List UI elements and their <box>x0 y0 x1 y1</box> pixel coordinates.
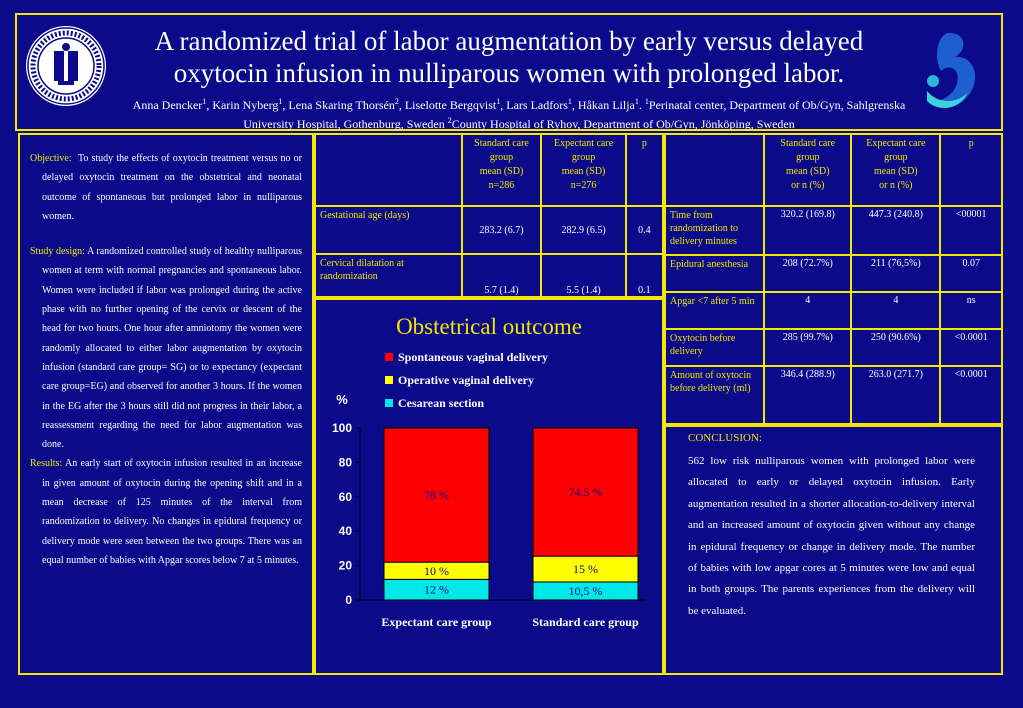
table-row: Time from randomization to delivery minu… <box>663 205 1003 256</box>
table-cell: <0.0001 <box>939 365 1003 425</box>
table-corner <box>663 133 766 207</box>
data-label: 10 % <box>424 564 449 578</box>
row-label: Epidural anesthesia <box>663 254 766 293</box>
row-label: Amount of oxytocin before delivery (ml) <box>663 365 766 425</box>
table-cell: <00001 <box>939 205 1003 256</box>
table-row: Oxytocin before delivery 285 (99.7%) 250… <box>663 328 1003 367</box>
outcome-table: Standard care group mean (SD) or n (%) Exp… <box>663 133 1003 425</box>
bar-segment <box>532 427 639 557</box>
table-cell: 0.4 <box>624 205 665 255</box>
legend-swatch <box>385 376 393 384</box>
row-label: Time from randomization to delivery minu… <box>663 205 766 256</box>
row-label: Gestational age (days) <box>314 205 463 255</box>
table-cell: 346.4 (288.9) <box>763 365 853 425</box>
data-label: 15 % <box>573 562 598 576</box>
author-list: Anna Dencker1, Karin Nyberg1, Lena Skari… <box>132 97 906 131</box>
study-design-text: A randomized controlled study of healthy… <box>42 246 303 451</box>
table-row: Amount of oxytocin before delivery (ml) … <box>663 365 1003 425</box>
table-cell: 0.1 <box>624 253 665 300</box>
table-row: Gestational age (days) 283.2 (6.7) 282.9… <box>314 205 665 255</box>
results-text: An early start of oxytocin infusion resu… <box>42 458 302 566</box>
row-label: Apgar <7 after 5 min <box>663 291 766 330</box>
table-cell: 5.7 (1.4) <box>460 253 543 300</box>
bar-segment <box>532 555 639 583</box>
y-tick-label: 40 <box>339 524 353 538</box>
table-cell: 5.5 (1.4) <box>540 253 627 300</box>
table-cell: 4 <box>763 291 853 330</box>
row-label: Cervical dilatation at randomization <box>314 253 463 300</box>
table-cell: 211 (76,5%) <box>850 254 942 293</box>
table-cell: 285 (99.7%) <box>763 328 853 367</box>
table-header-row: Standard care group mean (SD) n=286 Expect… <box>314 133 665 207</box>
mother-child-logo-icon <box>927 32 976 108</box>
conclusion-panel: CONCLUSION: 562 low risk nulliparous wom… <box>664 425 1003 675</box>
category-label: Standard care group <box>532 615 639 629</box>
baseline-table: Standard care group mean (SD) n=286 Expect… <box>314 133 665 300</box>
data-label: 10,5 % <box>569 584 603 598</box>
table-cell: <0.0001 <box>939 328 1003 367</box>
bar-segment <box>383 427 490 563</box>
y-tick-label: 80 <box>339 455 353 469</box>
legend-swatch <box>385 353 393 361</box>
table-row: Epidural anesthesia 208 (72.7%) 211 (76,… <box>663 254 1003 293</box>
objective-section: Objective: To study the effects of oxyto… <box>30 149 302 226</box>
abstract-panel: Objective: To study the effects of oxyto… <box>18 133 314 675</box>
study-design-section: Study design: A randomized controlled st… <box>30 242 302 454</box>
y-axis-label: % <box>336 392 348 407</box>
table-cell: 282.9 (6.5) <box>540 205 627 255</box>
poster-title: A randomized trial of labor augmentation… <box>154 26 864 88</box>
table-cell: 250 (90.6%) <box>850 328 942 367</box>
study-design-label: Study design: <box>30 246 85 258</box>
table-row: Cervical dilatation at randomization 5.7… <box>314 253 665 300</box>
conclusion-title: CONCLUSION: <box>688 432 762 444</box>
chart-title: Obstetrical outcome <box>396 314 582 339</box>
data-label: 74,5 % <box>569 485 603 499</box>
legend-label: Operative vaginal delivery <box>398 373 534 387</box>
table-cell: 320.2 (169.8) <box>763 205 853 256</box>
chart-panel: Obstetrical outcome Spontaneous vaginal d… <box>314 296 664 675</box>
table-cell: 447.3 (240.8) <box>850 205 942 256</box>
results-section: Results: An early start of oxytocin infu… <box>30 454 302 570</box>
y-tick-label: 60 <box>339 490 353 504</box>
university-seal-icon <box>26 26 106 106</box>
y-tick-label: 100 <box>332 421 352 435</box>
table-cell: 4 <box>850 291 942 330</box>
obstetrical-outcome-chart: Obstetrical outcome Spontaneous vaginal d… <box>332 314 646 629</box>
y-tick-label: 20 <box>339 559 353 573</box>
data-label: 12 % <box>424 583 449 597</box>
col-standard-care: Standard care group mean (SD) n=286 <box>460 133 543 207</box>
conclusion-text: 562 low risk nulliparous women with prol… <box>688 455 975 617</box>
table-row: Apgar <7 after 5 min 4 4 ns <box>663 291 1003 330</box>
table-cell: 283.2 (6.7) <box>460 205 543 255</box>
table-corner <box>314 133 463 207</box>
y-tick-label: 0 <box>345 593 352 607</box>
table-cell: 0.07 <box>939 254 1003 293</box>
table-cell: 208 (72.7%) <box>763 254 853 293</box>
objective-text: To study the effects of oxytocin treatme… <box>42 153 302 222</box>
col-expectant-care: Expectant care group mean (SD) or n (%) <box>850 133 942 207</box>
legend-label: Spontaneous vaginal delivery <box>398 350 548 364</box>
data-label: 78 % <box>424 488 449 502</box>
poster-header: A randomized trial of labor augmentation… <box>15 13 1003 131</box>
col-expectant-care: Expectant care group mean (SD) n=276 <box>540 133 627 207</box>
col-standard-care: Standard care group mean (SD) or n (%) <box>763 133 853 207</box>
row-label: Oxytocin before delivery <box>663 328 766 367</box>
col-p: p <box>624 133 665 207</box>
legend-label: Cesarean section <box>398 396 484 410</box>
table-header-row: Standard care group mean (SD) or n (%) Exp… <box>663 133 1003 207</box>
col-p: p <box>939 133 1003 207</box>
results-label: Results: <box>30 458 63 470</box>
objective-label: Objective: <box>30 153 72 164</box>
table-cell: ns <box>939 291 1003 330</box>
table-cell: 263.0 (271.7) <box>850 365 942 425</box>
category-label: Expectant care group <box>381 615 492 629</box>
legend-swatch <box>385 399 393 407</box>
